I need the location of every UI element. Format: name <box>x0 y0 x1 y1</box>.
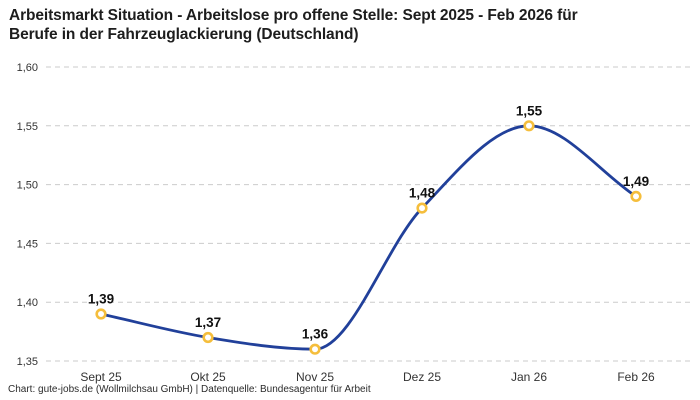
data-point-label: 1,49 <box>623 174 649 189</box>
data-point-marker <box>523 120 535 132</box>
chart-title-line-2: Berufe in der Fahrzeuglackierung (Deutsc… <box>9 26 359 43</box>
data-point-label: 1,36 <box>302 327 329 342</box>
x-tick-label: Nov 25 <box>296 370 334 384</box>
chart-footer-credit: Chart: gute-jobs.de (Wollmilchsau GmbH) … <box>8 384 371 395</box>
chart-title: Arbeitsmarkt Situation - Arbeitslose pro… <box>9 6 693 44</box>
data-point-marker <box>416 202 428 214</box>
y-tick-label: 1,45 <box>17 238 38 250</box>
data-point-marker <box>309 343 321 355</box>
y-tick-label: 1,60 <box>17 62 38 74</box>
y-tick-label: 1,50 <box>17 180 38 192</box>
data-point-label: 1,55 <box>516 103 543 118</box>
data-point-marker <box>95 308 107 320</box>
x-tick-label: Okt 25 <box>190 370 226 384</box>
data-point-label: 1,48 <box>409 186 436 201</box>
x-tick-label: Feb 26 <box>617 370 655 384</box>
data-point-label: 1,37 <box>195 315 221 330</box>
x-tick-label: Jan 26 <box>511 370 547 384</box>
data-point-marker <box>630 190 642 202</box>
y-tick-label: 1,55 <box>17 121 38 133</box>
chart-title-line-1: Arbeitsmarkt Situation - Arbeitslose pro… <box>9 7 578 24</box>
series-line <box>99 124 638 351</box>
x-tick-label: Dez 25 <box>403 370 441 384</box>
data-point-label: 1,39 <box>88 292 114 307</box>
y-tick-label: 1,40 <box>17 297 38 309</box>
y-tick-label: 1,35 <box>17 356 38 368</box>
x-tick-label: Sept 25 <box>80 370 122 384</box>
data-point-marker <box>202 331 214 344</box>
